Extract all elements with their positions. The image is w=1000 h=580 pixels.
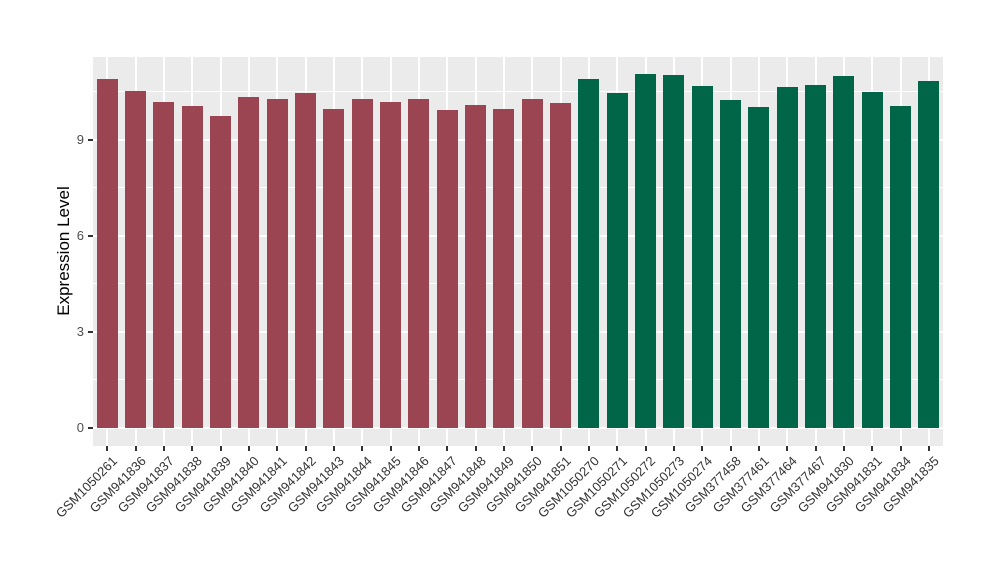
x-tick-mark: [304, 446, 307, 451]
x-tick-mark: [474, 446, 477, 451]
x-tick-mark: [446, 446, 449, 451]
x-tick-mark: [106, 446, 109, 451]
y-tick-label: 0: [76, 420, 84, 436]
bar-GSM1050271: [606, 92, 628, 429]
bar-GSM941851: [550, 102, 571, 429]
x-tick-mark: [559, 446, 562, 451]
x-tick-mark: [786, 446, 789, 451]
gridline-minor: [93, 283, 943, 285]
bar-GSM1050270: [578, 79, 600, 429]
plot-panel: [93, 57, 943, 446]
bar-GSM1050273: [663, 75, 685, 429]
x-tick-mark: [276, 446, 279, 451]
x-tick-mark: [616, 446, 619, 451]
x-tick-mark: [162, 446, 165, 451]
x-tick-mark: [814, 446, 817, 451]
y-tick-mark: [88, 234, 93, 237]
bar-GSM941842: [295, 92, 316, 429]
x-tick-mark: [191, 446, 194, 451]
bar-GSM941836: [125, 90, 146, 429]
bar-GSM1050261: [96, 79, 118, 429]
gridline-minor: [93, 187, 943, 189]
y-tick-mark: [88, 330, 93, 333]
bar-GSM941838: [181, 105, 203, 429]
y-tick-label: 9: [76, 131, 84, 147]
x-tick-mark: [644, 446, 647, 451]
x-tick-mark: [587, 446, 590, 451]
y-tick-label: 3: [76, 323, 84, 339]
bar-GSM941835: [918, 81, 940, 429]
x-tick-mark: [899, 446, 902, 451]
x-tick-mark: [134, 446, 137, 451]
bar-GSM941845: [380, 102, 401, 429]
bar-GSM941846: [408, 98, 430, 429]
bar-GSM1050272: [635, 73, 656, 429]
x-tick-mark: [672, 446, 675, 451]
bar-GSM941849: [493, 108, 515, 429]
bar-GSM941847: [436, 110, 458, 429]
x-tick-mark: [247, 446, 250, 451]
y-tick-mark: [88, 138, 93, 141]
gridline-major: [93, 138, 943, 141]
gridline-major: [93, 234, 943, 237]
y-axis-title: Expression Level: [54, 186, 73, 316]
x-tick-mark: [332, 446, 335, 451]
x-tick-mark: [502, 446, 505, 451]
x-tick-mark: [757, 446, 760, 451]
x-tick-mark: [842, 446, 845, 451]
bar-GSM941834: [890, 105, 911, 429]
bar-GSM941831: [861, 91, 883, 429]
x-tick-mark: [361, 446, 364, 451]
x-tick-mark: [927, 446, 930, 451]
x-tick-mark: [701, 446, 704, 451]
x-tick-mark: [729, 446, 732, 451]
bar-GSM377461: [748, 107, 770, 429]
gridline-major: [93, 427, 943, 430]
bar-GSM941837: [153, 102, 175, 429]
bar-GSM941850: [521, 98, 543, 429]
bar-GSM941848: [465, 105, 486, 429]
gridline-minor: [93, 91, 943, 93]
gridline-minor: [93, 379, 943, 381]
y-tick-mark: [88, 427, 93, 430]
bar-GSM941841: [266, 98, 288, 429]
x-tick-mark: [219, 446, 222, 451]
bar-GSM1050274: [691, 86, 713, 429]
x-tick-mark: [389, 446, 392, 451]
x-tick-mark: [531, 446, 534, 451]
x-tick-mark: [417, 446, 420, 451]
y-tick-label: 6: [76, 227, 84, 243]
gridline-major: [93, 330, 943, 333]
bar-GSM941844: [351, 98, 373, 429]
bar-GSM377458: [720, 99, 741, 429]
x-tick-mark: [871, 446, 874, 451]
bar-GSM941843: [323, 108, 345, 429]
bar-GSM941839: [210, 115, 231, 429]
bar-GSM941830: [833, 76, 855, 429]
bar-GSM941840: [238, 97, 260, 429]
bar-GSM377467: [805, 84, 826, 429]
bar-GSM377464: [776, 87, 798, 429]
